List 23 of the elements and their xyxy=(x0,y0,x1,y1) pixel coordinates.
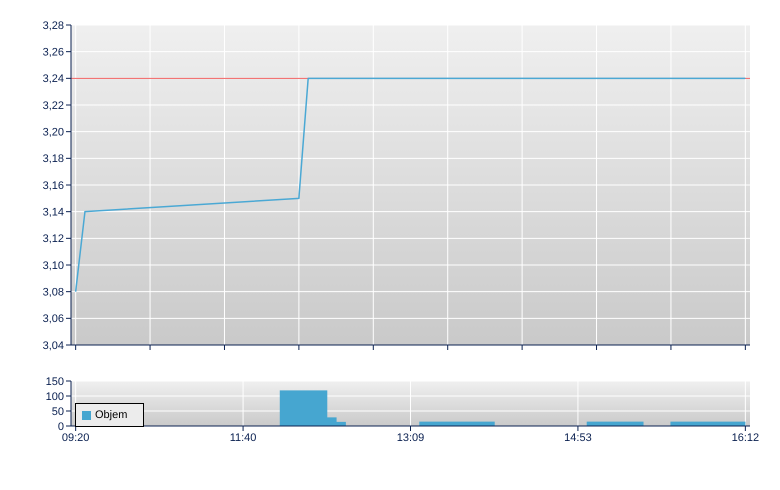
y-tick-label: 3,28 xyxy=(42,20,64,32)
y-tick-label: 3,12 xyxy=(42,233,64,246)
x-tick-label: 09:20 xyxy=(62,432,90,444)
y-tick-label: 3,14 xyxy=(42,206,64,219)
y-tick-label: 3,22 xyxy=(42,100,64,112)
y-tick-label: 100 xyxy=(46,390,64,403)
y-tick-label: 50 xyxy=(52,406,64,418)
legend-label: Objem xyxy=(95,409,128,421)
x-tick-label: 11:40 xyxy=(230,432,256,444)
y-tick-label: 3,04 xyxy=(42,340,64,352)
y-tick-label: 3,06 xyxy=(42,313,64,326)
y-tick-label: 150 xyxy=(46,376,64,388)
y-tick-label: 3,18 xyxy=(42,153,64,166)
y-tick-label: 3,08 xyxy=(42,286,64,299)
y-tick-label: 0 xyxy=(58,420,64,433)
y-tick-label: 3,26 xyxy=(42,46,64,59)
y-tick-label: 3,10 xyxy=(42,260,64,272)
y-tick-label: 3,16 xyxy=(42,180,64,192)
x-tick-label: 14:53 xyxy=(564,432,592,444)
x-tick-label: 16:12 xyxy=(732,432,760,444)
y-tick-label: 3,24 xyxy=(42,73,64,86)
x-tick-label: 13:09 xyxy=(396,432,424,444)
y-tick-label: 3,20 xyxy=(42,126,64,139)
